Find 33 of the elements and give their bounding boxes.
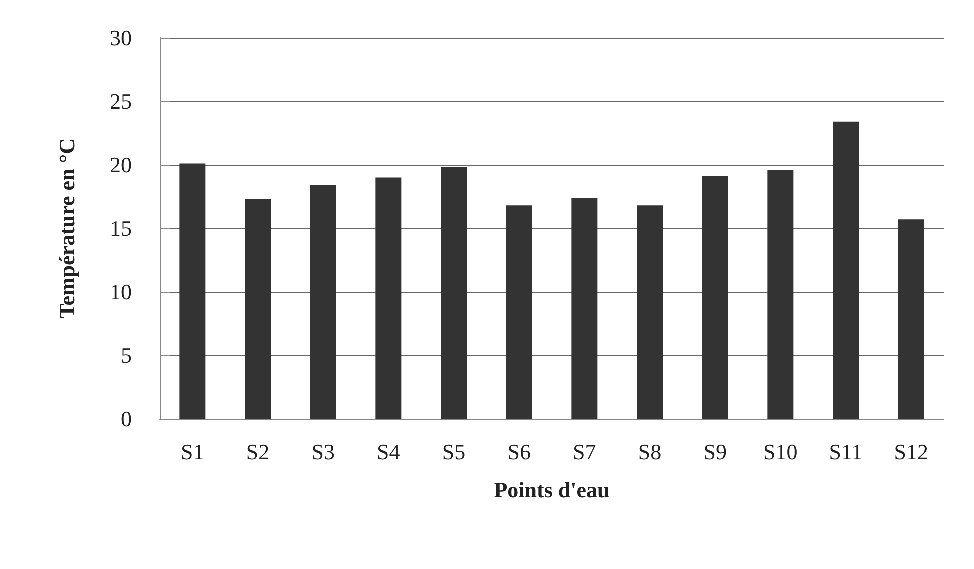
x-tick-label: S3 <box>312 440 335 464</box>
x-tick-label: S5 <box>442 440 466 464</box>
x-tick-label: S4 <box>377 440 400 464</box>
bar <box>768 170 794 419</box>
y-tick-label: 5 <box>121 343 132 368</box>
x-tick-label: S10 <box>764 440 798 464</box>
bar <box>310 185 336 419</box>
x-axis-title: Points d'eau <box>494 478 610 502</box>
y-axis-title: Température en °C <box>54 138 80 318</box>
bar <box>572 198 598 419</box>
x-tick-label: S6 <box>508 440 531 464</box>
x-tick-label: S11 <box>829 440 863 464</box>
bar <box>245 199 271 419</box>
x-tick-label: S7 <box>573 440 596 464</box>
y-tick-label: 25 <box>110 89 132 114</box>
bar <box>637 206 663 419</box>
y-tick-label: 30 <box>110 26 132 50</box>
x-tick-label: S8 <box>638 440 662 464</box>
bar <box>506 206 532 419</box>
bar <box>441 168 467 419</box>
x-tick-label: S2 <box>246 440 270 464</box>
bar <box>898 220 924 419</box>
x-tick-label: S1 <box>181 440 204 464</box>
y-tick-label: 15 <box>110 216 132 241</box>
bar <box>833 122 859 419</box>
bar <box>376 178 402 419</box>
y-tick-label: 20 <box>110 152 132 178</box>
y-tick-label: 10 <box>110 280 132 304</box>
bar <box>180 164 206 419</box>
y-tick-label: 0 <box>121 406 132 432</box>
x-tick-label: S9 <box>704 440 727 464</box>
bar <box>702 176 728 419</box>
x-tick-label: S12 <box>894 440 928 464</box>
